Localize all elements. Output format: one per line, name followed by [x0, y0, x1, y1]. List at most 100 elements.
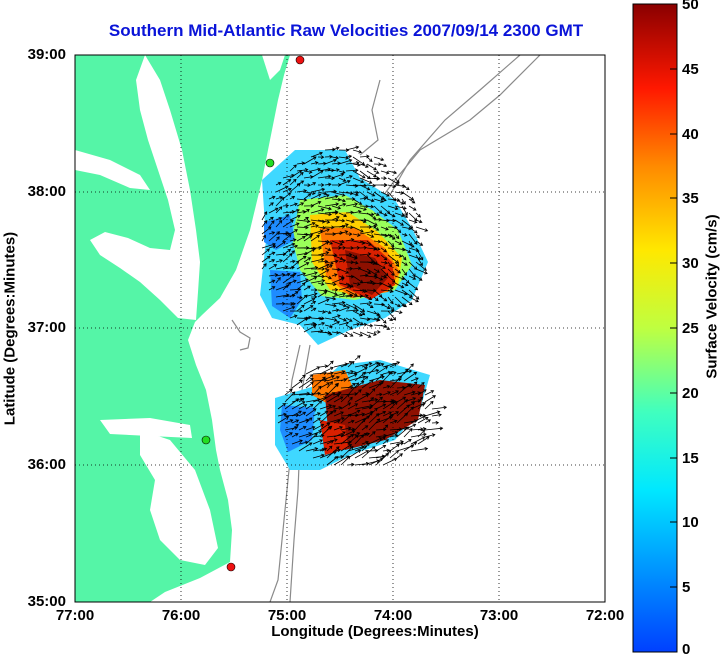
velocity-arrow — [310, 151, 323, 158]
velocity-arrow — [352, 310, 363, 317]
velocity-arrow — [394, 226, 402, 234]
velocity-arrow — [359, 322, 368, 327]
delaware-bay — [262, 55, 285, 80]
velocity-arrow — [401, 212, 408, 218]
velocity-arrow — [380, 212, 388, 217]
velocity-arrow — [347, 431, 361, 438]
velocity-arrow — [296, 202, 305, 207]
velocity-arrow — [389, 371, 397, 375]
velocity-arrow — [261, 226, 272, 235]
velocity-arrow — [296, 161, 306, 166]
velocity-arrow — [317, 174, 332, 179]
velocity-arrow — [380, 282, 394, 290]
velocity-arrow — [401, 282, 409, 287]
velocity-arrow — [331, 161, 341, 166]
velocity-arrow — [268, 220, 275, 228]
velocity-arrow — [312, 453, 325, 459]
velocity-arrow — [380, 247, 388, 253]
velocity-arrow — [324, 324, 334, 329]
velocity-arrow — [401, 232, 408, 237]
bathymetry-contour — [359, 79, 381, 156]
velocity-arrow — [338, 212, 348, 218]
velocity-arrow — [338, 223, 349, 228]
velocity-arrow — [261, 248, 270, 256]
velocity-arrow — [380, 240, 388, 246]
velocity-arrow — [331, 240, 344, 246]
velocity-arrow — [394, 303, 401, 308]
velocity-arrow — [408, 233, 418, 245]
velocity-arrow — [305, 433, 318, 445]
velocity-arrow — [401, 240, 415, 248]
velocity-arrow — [303, 170, 313, 174]
velocity-arrow — [289, 238, 297, 242]
velocity-arrow — [324, 275, 332, 280]
velocity-arrow — [373, 253, 381, 258]
velocity-arrow — [277, 403, 287, 410]
velocity-arrow — [303, 208, 310, 214]
velocity-arrow — [394, 254, 403, 258]
velocity-arrow — [382, 439, 389, 445]
velocity-arrow — [387, 212, 396, 218]
velocity-arrow — [319, 392, 336, 403]
velocity-arrow — [403, 441, 418, 452]
velocity-arrow — [310, 278, 326, 284]
velocity-arrow — [324, 282, 337, 287]
velocity-arrow — [298, 378, 314, 389]
velocity-arrow — [326, 394, 340, 403]
velocity-arrow — [352, 322, 361, 327]
velocity-arrow — [317, 219, 331, 224]
albemarle-sound — [100, 418, 192, 438]
velocity-arrow — [347, 375, 366, 382]
velocity-arrow — [333, 455, 350, 466]
velocity-arrow — [324, 264, 333, 270]
velocity-arrow — [382, 448, 391, 453]
velocity-arrow — [347, 383, 356, 389]
velocity-arrow — [396, 404, 410, 417]
velocity-arrow — [354, 367, 368, 375]
velocity-arrow — [417, 416, 429, 424]
velocity-arrow — [324, 225, 335, 230]
velocity-arrow — [291, 410, 302, 417]
velocity-arrow — [268, 264, 278, 270]
velocity-arrow — [415, 240, 424, 246]
velocity-arrow — [291, 401, 306, 410]
velocity-arrow — [310, 288, 318, 292]
velocity-arrow — [375, 366, 389, 375]
velocity-arrow — [345, 232, 353, 236]
velocity-arrow — [359, 268, 372, 275]
velocity-arrow — [417, 396, 424, 403]
velocity-arrow — [317, 212, 332, 217]
velocity-arrow — [417, 429, 426, 438]
velocity-arrow — [305, 425, 316, 431]
velocity-arrow — [380, 296, 388, 302]
colorbar-ticks — [670, 3, 677, 653]
velocity-arrow — [275, 206, 283, 214]
velocity-arrow — [310, 266, 326, 271]
velocity-arrow — [359, 294, 369, 298]
velocity-arrow — [380, 303, 391, 310]
velocity-arrow — [396, 396, 407, 403]
velocity-arrow — [352, 254, 358, 259]
velocity-arrow — [319, 410, 334, 424]
velocity-arrow — [291, 379, 303, 389]
velocity-arrow — [373, 198, 384, 203]
velocity-arrow — [261, 211, 268, 221]
velocity-arrow — [331, 300, 346, 305]
velocity-arrow — [394, 275, 406, 281]
velocity-arrow — [424, 395, 436, 403]
velocity-arrow — [352, 233, 361, 237]
velocity-arrow — [331, 173, 345, 179]
velocity-arrow — [289, 170, 303, 179]
velocity-arrow — [324, 218, 339, 223]
velocity-arrow — [326, 440, 334, 445]
velocity-arrow — [326, 416, 345, 424]
velocity-arrow — [340, 373, 358, 382]
velocity-arrow — [387, 317, 394, 321]
velocity-arrow — [352, 205, 367, 211]
velocity-arrow — [373, 261, 386, 269]
velocity-arrow — [366, 296, 373, 301]
velocity-arrow — [352, 162, 361, 167]
velocity-arrow — [333, 426, 344, 431]
velocity-arrow — [373, 239, 382, 244]
velocity-arrow — [396, 399, 409, 410]
